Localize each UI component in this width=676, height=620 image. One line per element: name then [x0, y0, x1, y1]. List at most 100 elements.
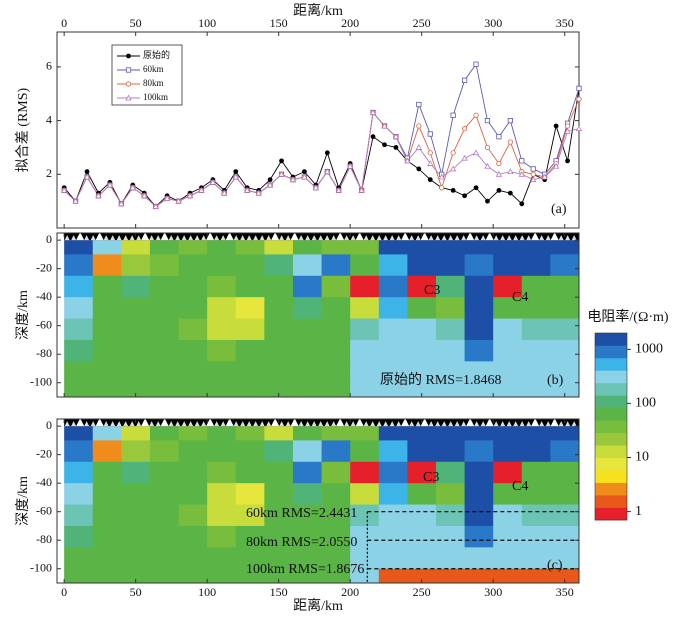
annotation: 100km RMS=1.8676	[246, 562, 364, 577]
station	[415, 421, 421, 427]
cell	[321, 483, 351, 506]
cell	[264, 254, 294, 277]
station	[448, 235, 454, 241]
station	[246, 421, 252, 427]
cell	[350, 440, 380, 463]
cell	[378, 240, 408, 255]
cell	[435, 426, 466, 441]
cell	[207, 568, 237, 584]
station	[76, 418, 85, 427]
marker	[495, 170, 503, 177]
marker	[381, 122, 388, 129]
cell	[92, 547, 122, 570]
cell	[264, 382, 294, 398]
cell	[64, 426, 94, 441]
x-tick-label: 350	[556, 585, 574, 599]
x-tick-label: 300	[484, 585, 502, 599]
cell	[435, 318, 466, 341]
cell	[464, 297, 494, 320]
station	[531, 418, 540, 427]
marker	[450, 112, 456, 118]
cell	[550, 426, 580, 441]
station	[539, 235, 545, 241]
station	[175, 235, 181, 241]
cell	[350, 483, 380, 506]
cell	[550, 275, 580, 298]
marker	[564, 128, 571, 134]
cell	[378, 275, 408, 298]
station	[298, 235, 304, 241]
cell	[64, 254, 94, 277]
cell	[178, 297, 208, 320]
cell	[207, 318, 237, 341]
y-axis-label: 深度/km	[15, 476, 31, 526]
station	[110, 235, 116, 241]
marker	[553, 123, 559, 129]
cell	[64, 483, 94, 506]
marker	[427, 177, 433, 183]
marker	[496, 160, 502, 167]
cell	[378, 547, 408, 570]
marker	[392, 133, 400, 140]
cell	[464, 483, 494, 506]
station	[290, 232, 299, 241]
station	[271, 418, 280, 427]
cell	[207, 483, 237, 506]
station	[370, 421, 376, 427]
cell	[350, 318, 380, 341]
cell	[178, 504, 208, 527]
cell	[292, 339, 323, 362]
cell	[378, 361, 408, 384]
cell	[435, 254, 466, 277]
station	[441, 235, 447, 241]
cell	[207, 297, 237, 320]
colorbar-tick-label: 1	[635, 504, 642, 519]
station	[181, 235, 187, 241]
station	[324, 235, 330, 241]
cell	[264, 361, 294, 384]
cell	[521, 568, 551, 584]
marker	[358, 187, 365, 193]
station	[370, 235, 376, 241]
station	[136, 421, 142, 427]
cell	[493, 461, 523, 484]
marker	[255, 189, 262, 196]
cell	[435, 483, 466, 506]
marker	[427, 150, 433, 156]
station	[149, 421, 155, 427]
station	[253, 421, 259, 427]
cell	[178, 483, 208, 506]
colorbar-swatch	[595, 495, 627, 508]
cell	[435, 240, 466, 255]
marker	[473, 185, 479, 191]
cell	[350, 426, 380, 441]
y-tick-label: -60	[36, 317, 52, 331]
y-tick-label: -40	[36, 289, 52, 303]
station	[110, 421, 116, 427]
cell	[149, 504, 180, 527]
cell	[149, 382, 180, 398]
marker	[221, 189, 228, 196]
x-tick-label: 200	[341, 585, 359, 599]
marker	[450, 188, 456, 193]
cell	[149, 547, 180, 570]
marker	[232, 173, 239, 180]
cell	[321, 297, 351, 320]
cell	[292, 440, 323, 463]
marker	[84, 169, 90, 175]
station	[64, 421, 70, 427]
cell	[264, 297, 294, 320]
x-tick-label: 100	[198, 16, 216, 30]
station	[383, 235, 389, 241]
cell	[350, 525, 380, 548]
colorbar-swatch	[595, 420, 627, 434]
cell	[235, 318, 265, 341]
marker	[472, 149, 480, 156]
cell	[92, 339, 122, 362]
cell	[64, 339, 94, 362]
marker	[518, 170, 525, 177]
station	[240, 421, 246, 427]
cell	[64, 461, 94, 484]
cell	[521, 339, 551, 362]
cell	[121, 461, 151, 484]
